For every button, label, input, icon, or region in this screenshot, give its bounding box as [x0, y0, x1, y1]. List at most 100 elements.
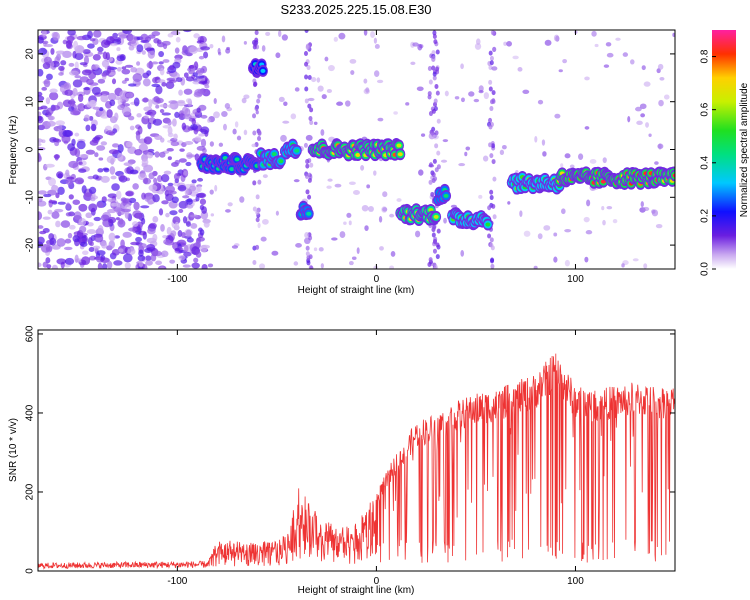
spectrogram-scatter-blob	[209, 189, 214, 195]
spectrogram-scatter-blob	[361, 204, 369, 212]
spectrogram-scatter-blob	[207, 118, 211, 123]
spectrogram-streak-blob	[303, 50, 308, 56]
spectrogram-scatter-blob	[640, 113, 646, 118]
spectrogram-streak-blob	[257, 136, 262, 142]
spectrogram-scatter-blob	[569, 164, 575, 169]
spectrogram-noise-blob	[147, 122, 152, 130]
spectrogram-noise-blob	[152, 118, 163, 126]
spectrogram-noise-blob	[140, 40, 150, 44]
spectrogram-scatter-blob	[603, 64, 610, 68]
spectrogram-noise-blob	[47, 115, 55, 121]
spectrogram-streak-blob	[304, 30, 309, 33]
spectrogram-streak-blob	[305, 163, 310, 169]
spectrogram-scatter-blob	[503, 41, 508, 46]
spectrogram-scatter-blob	[316, 77, 321, 83]
spectrogram-noise-blob	[130, 67, 138, 73]
spectrogram-scatter-blob	[271, 250, 279, 256]
spectrogram-scatter-blob	[255, 110, 259, 115]
spectrogram-noise-blob	[181, 49, 190, 56]
spectrogram-streak-blob	[307, 74, 312, 80]
spectrogram-scatter-blob	[360, 165, 365, 171]
spectrogram-scatter-blob	[262, 174, 268, 179]
spectrogram-noise-blob	[118, 218, 124, 225]
spectrogram-noise-blob	[197, 89, 208, 95]
spectrogram-noise-blob	[38, 262, 42, 268]
spectrogram-noise-blob	[55, 120, 66, 126]
spectrogram-noise-blob	[185, 229, 192, 237]
snr-xtick-label: -100	[167, 576, 187, 587]
spectrogram-streak-blob	[308, 116, 313, 122]
spectrogram-noise-blob	[169, 210, 178, 216]
spectrogram-streak-blob	[255, 244, 260, 250]
spectrogram-scatter-blob	[405, 102, 410, 106]
spectrogram-scatter-blob	[474, 43, 482, 50]
spectrogram-noise-blob	[85, 149, 96, 155]
spectrogram-streak-blob	[431, 172, 436, 178]
spectrogram-noise-blob	[114, 37, 122, 42]
spectrogram-noise-blob	[101, 59, 110, 68]
spectrogram-noise-blob	[178, 255, 186, 261]
spectrogram-noise-blob	[81, 256, 91, 266]
spectrogram-streak-blob	[435, 49, 440, 55]
spectrogram-noise-blob	[56, 258, 67, 265]
spectrogram-scatter-blob	[554, 113, 561, 119]
spectrogram-scatter-blob	[234, 121, 239, 128]
spectrogram-noise-blob	[46, 107, 54, 115]
spectrogram-noise-blob	[102, 263, 108, 269]
spectrogram-noise-blob	[88, 115, 94, 121]
spectrogram-noise-blob	[65, 202, 71, 210]
spectrogram-streak-blob	[257, 93, 262, 99]
spectrogram-noise-blob	[114, 96, 121, 101]
spectrogram-noise-blob	[118, 248, 124, 253]
snr-frame	[37, 329, 676, 572]
spectrogram-scatter-blob	[636, 120, 643, 125]
spectrogram-noise-blob	[169, 259, 176, 264]
spectrogram-scatter-blob	[553, 256, 558, 263]
spectrogram-scatter-blob	[213, 111, 220, 119]
spectrogram-noise-blob	[89, 241, 94, 247]
spectrogram-streak-blob	[488, 117, 493, 123]
spectrogram-scatter-blob	[260, 236, 267, 242]
spectrogram-scatter-blob	[343, 221, 347, 225]
spectrogram-scatter-blob	[350, 70, 355, 75]
spectrogram-noise-blob	[147, 34, 156, 39]
spectrogram-noise-blob	[159, 266, 165, 269]
spectrogram-noise-blob	[57, 201, 66, 205]
spectrogram-streak-blob	[427, 94, 432, 100]
spectrogram-noise-blob	[182, 30, 192, 33]
spectrogram-scatter-blob	[416, 86, 424, 92]
spectrogram-scatter-blob	[534, 135, 538, 143]
spectrogram-noise-blob	[196, 185, 202, 193]
spectrogram-noise-blob	[198, 227, 203, 233]
spectrogram-noise-blob	[169, 79, 177, 83]
spectrogram-scatter-blob	[232, 128, 237, 135]
spectrogram-scatter-blob	[368, 206, 374, 212]
spectrogram-noise-blob	[38, 142, 42, 147]
spectrogram-xtick-label: 0	[374, 274, 380, 285]
spectrogram-noise-blob	[117, 143, 124, 153]
spectrogram-scatter-blob	[606, 52, 614, 58]
spectrogram-noise-blob	[50, 47, 55, 55]
spectrogram-noise-blob	[178, 200, 189, 209]
spectrogram-ytick-label: 10	[25, 96, 36, 108]
spectrogram-noise-blob	[72, 87, 78, 97]
spectrogram-noise-blob	[174, 47, 180, 54]
spectrogram-scatter-blob	[492, 46, 497, 52]
spectrogram-noise-blob	[111, 248, 120, 256]
spectrogram-noise-blob	[167, 126, 173, 135]
spectrogram-noise-blob	[136, 61, 141, 66]
spectrogram-noise-blob	[193, 33, 200, 39]
spectrogram-scatter-blob	[305, 134, 313, 141]
spectrogram-noise-blob	[121, 66, 127, 70]
spectrogram-noise-blob	[38, 153, 41, 162]
spectrogram-noise-blob	[40, 244, 50, 248]
spectrogram-streak-blob	[489, 189, 494, 195]
spectrogram-noise-blob	[182, 216, 188, 224]
spectrogram-scatter-blob	[382, 191, 388, 198]
spectrogram-noise-blob	[147, 200, 154, 205]
spectrogram-scatter-blob	[586, 199, 591, 207]
spectrogram-noise-blob	[79, 76, 89, 83]
spectrogram-noise-blob	[143, 115, 149, 119]
spectrogram-streak-blob	[253, 81, 258, 87]
spectrogram-xlabel: Height of straight line (km)	[298, 285, 415, 296]
